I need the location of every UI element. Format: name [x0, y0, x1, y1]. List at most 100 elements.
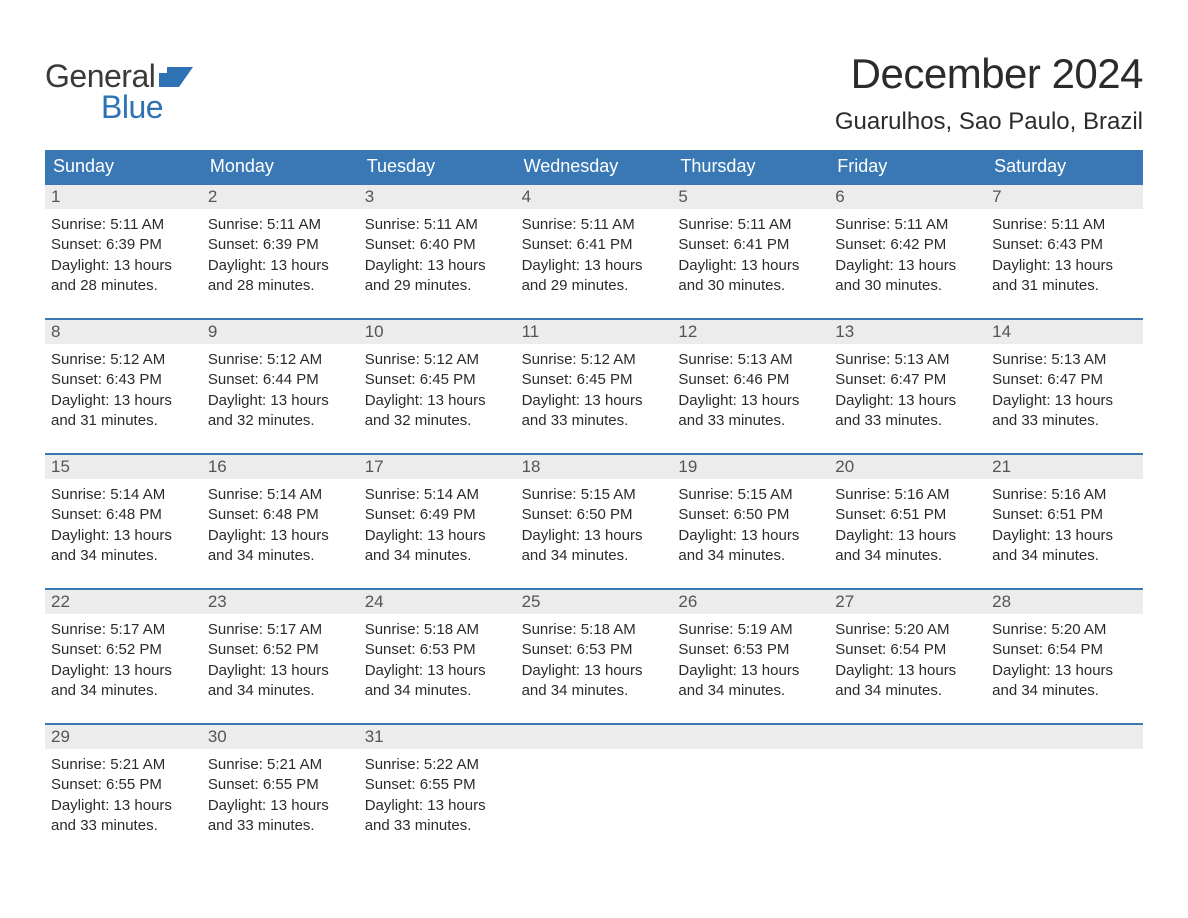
daylight-line: Daylight: 13 hours and 33 minutes.: [51, 796, 196, 837]
week-row: 293031Sunrise: 5:21 AMSunset: 6:55 PMDay…: [45, 723, 1143, 840]
day-cell: [516, 749, 673, 840]
day-number: [672, 725, 829, 749]
daylight-line: Daylight: 13 hours and 29 minutes.: [522, 256, 667, 297]
sunrise-value: 5:12 AM: [267, 351, 322, 368]
daylight-label: Daylight:: [678, 257, 736, 274]
sunset-line: Sunset: 6:39 PM: [51, 235, 196, 255]
sunrise-value: 5:21 AM: [267, 756, 322, 773]
sunset-line: Sunset: 6:41 PM: [678, 235, 823, 255]
day-number: 3: [359, 185, 516, 209]
day-cell: Sunrise: 5:20 AMSunset: 6:54 PMDaylight:…: [986, 614, 1143, 705]
day-cell: [829, 749, 986, 840]
daylight-label: Daylight:: [208, 392, 266, 409]
sunrise-value: 5:11 AM: [267, 216, 321, 233]
sunset-value: 6:48 PM: [106, 506, 162, 523]
sunset-line: Sunset: 6:43 PM: [992, 235, 1137, 255]
sunrise-label: Sunrise:: [835, 351, 890, 368]
daylight-line: Daylight: 13 hours and 34 minutes.: [835, 526, 980, 567]
sunset-label: Sunset:: [992, 371, 1043, 388]
sunrise-value: 5:19 AM: [738, 621, 793, 638]
sunrise-value: 5:11 AM: [424, 216, 478, 233]
day-number: 29: [45, 725, 202, 749]
sunrise-line: Sunrise: 5:21 AM: [51, 755, 196, 775]
sunrise-label: Sunrise:: [51, 351, 106, 368]
sunset-value: 6:45 PM: [420, 371, 476, 388]
flag-icon: [159, 67, 193, 87]
sunset-value: 6:52 PM: [106, 641, 162, 658]
sunrise-label: Sunrise:: [678, 486, 733, 503]
day-cell: [672, 749, 829, 840]
day-number: 4: [516, 185, 673, 209]
day-cell: Sunrise: 5:19 AMSunset: 6:53 PMDaylight:…: [672, 614, 829, 705]
sunset-line: Sunset: 6:51 PM: [992, 505, 1137, 525]
weekday-fri: Friday: [829, 150, 986, 183]
day-cell: Sunrise: 5:11 AMSunset: 6:41 PMDaylight:…: [516, 209, 673, 300]
sunrise-line: Sunrise: 5:12 AM: [51, 350, 196, 370]
day-cell: Sunrise: 5:16 AMSunset: 6:51 PMDaylight:…: [829, 479, 986, 570]
day-number: [829, 725, 986, 749]
sunset-value: 6:43 PM: [106, 371, 162, 388]
weekday-thu: Thursday: [672, 150, 829, 183]
sunset-value: 6:54 PM: [890, 641, 946, 658]
sunrise-value: 5:15 AM: [581, 486, 636, 503]
day-number: 8: [45, 320, 202, 344]
week-row: 15161718192021Sunrise: 5:14 AMSunset: 6:…: [45, 453, 1143, 570]
week-row: 1234567Sunrise: 5:11 AMSunset: 6:39 PMDa…: [45, 183, 1143, 300]
day-cell: Sunrise: 5:21 AMSunset: 6:55 PMDaylight:…: [202, 749, 359, 840]
sunset-line: Sunset: 6:50 PM: [678, 505, 823, 525]
day-cell: Sunrise: 5:20 AMSunset: 6:54 PMDaylight:…: [829, 614, 986, 705]
sunset-label: Sunset:: [992, 641, 1043, 658]
sunset-value: 6:49 PM: [420, 506, 476, 523]
sunrise-label: Sunrise:: [835, 486, 890, 503]
day-number: 2: [202, 185, 359, 209]
sunrise-value: 5:22 AM: [424, 756, 479, 773]
header: General Blue December 2024 Guarulhos, Sa…: [45, 50, 1143, 136]
daylight-label: Daylight:: [992, 662, 1050, 679]
sunset-line: Sunset: 6:55 PM: [208, 775, 353, 795]
sunset-label: Sunset:: [208, 236, 259, 253]
sunrise-label: Sunrise:: [522, 621, 577, 638]
title-block: December 2024 Guarulhos, Sao Paulo, Braz…: [835, 50, 1143, 136]
daylight-label: Daylight:: [365, 662, 423, 679]
daylight-line: Daylight: 13 hours and 31 minutes.: [51, 391, 196, 432]
sunset-line: Sunset: 6:48 PM: [51, 505, 196, 525]
sunrise-line: Sunrise: 5:14 AM: [51, 485, 196, 505]
daylight-line: Daylight: 13 hours and 34 minutes.: [522, 526, 667, 567]
sunrise-line: Sunrise: 5:22 AM: [365, 755, 510, 775]
daylight-label: Daylight:: [835, 662, 893, 679]
sunset-label: Sunset:: [365, 371, 416, 388]
day-number: 17: [359, 455, 516, 479]
sunrise-label: Sunrise:: [365, 216, 420, 233]
day-number: 19: [672, 455, 829, 479]
daylight-label: Daylight:: [208, 662, 266, 679]
sunset-label: Sunset:: [835, 506, 886, 523]
sunset-label: Sunset:: [51, 236, 102, 253]
sunrise-label: Sunrise:: [678, 621, 733, 638]
day-number: 7: [986, 185, 1143, 209]
sunset-line: Sunset: 6:42 PM: [835, 235, 980, 255]
sunrise-line: Sunrise: 5:11 AM: [835, 215, 980, 235]
daylight-line: Daylight: 13 hours and 33 minutes.: [208, 796, 353, 837]
day-number: 13: [829, 320, 986, 344]
day-cell: Sunrise: 5:11 AMSunset: 6:40 PMDaylight:…: [359, 209, 516, 300]
daylight-line: Daylight: 13 hours and 34 minutes.: [992, 661, 1137, 702]
sunset-value: 6:53 PM: [577, 641, 633, 658]
weeks-container: 1234567Sunrise: 5:11 AMSunset: 6:39 PMDa…: [45, 183, 1143, 840]
daylight-line: Daylight: 13 hours and 34 minutes.: [365, 661, 510, 702]
sunrise-line: Sunrise: 5:11 AM: [365, 215, 510, 235]
sunset-line: Sunset: 6:55 PM: [51, 775, 196, 795]
weekday-sun: Sunday: [45, 150, 202, 183]
sunrise-label: Sunrise:: [992, 621, 1047, 638]
sunset-value: 6:53 PM: [420, 641, 476, 658]
daylight-label: Daylight:: [678, 392, 736, 409]
sunrise-label: Sunrise:: [678, 216, 733, 233]
daylight-label: Daylight:: [835, 257, 893, 274]
daylight-line: Daylight: 13 hours and 32 minutes.: [365, 391, 510, 432]
day-number: 16: [202, 455, 359, 479]
day-number: 25: [516, 590, 673, 614]
location: Guarulhos, Sao Paulo, Brazil: [835, 108, 1143, 136]
sunrise-label: Sunrise:: [208, 621, 263, 638]
sunrise-value: 5:12 AM: [110, 351, 165, 368]
sunrise-label: Sunrise:: [522, 216, 577, 233]
sunset-label: Sunset:: [365, 506, 416, 523]
